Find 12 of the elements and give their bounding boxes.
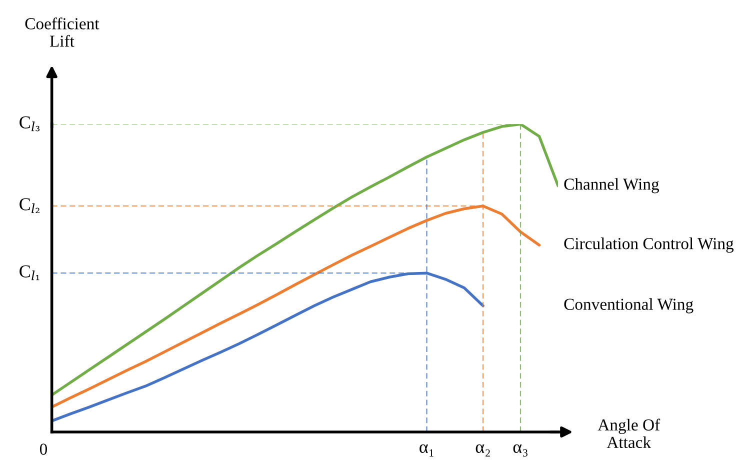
series-label: Channel Wing bbox=[564, 178, 660, 194]
y-axis-title: Coefficient Lift bbox=[25, 17, 100, 47]
ref-line-label: C$_{l₃}$ bbox=[20, 116, 40, 132]
series-label: Circulation Control Wing bbox=[564, 238, 734, 253]
x-tick-label: α₃ bbox=[513, 444, 528, 457]
x-tick-label: α₂ bbox=[476, 444, 490, 457]
x-tick-label: α₁ bbox=[420, 444, 434, 456]
text: Conventional Wing bbox=[564, 298, 694, 314]
ref-line-label: C$_{l₂}$ bbox=[20, 198, 40, 214]
text: 0 bbox=[40, 444, 48, 455]
x-axis-title: Angle Of Attack bbox=[598, 418, 660, 448]
ref-line-label: C$_{l₁}$ bbox=[20, 265, 40, 280]
